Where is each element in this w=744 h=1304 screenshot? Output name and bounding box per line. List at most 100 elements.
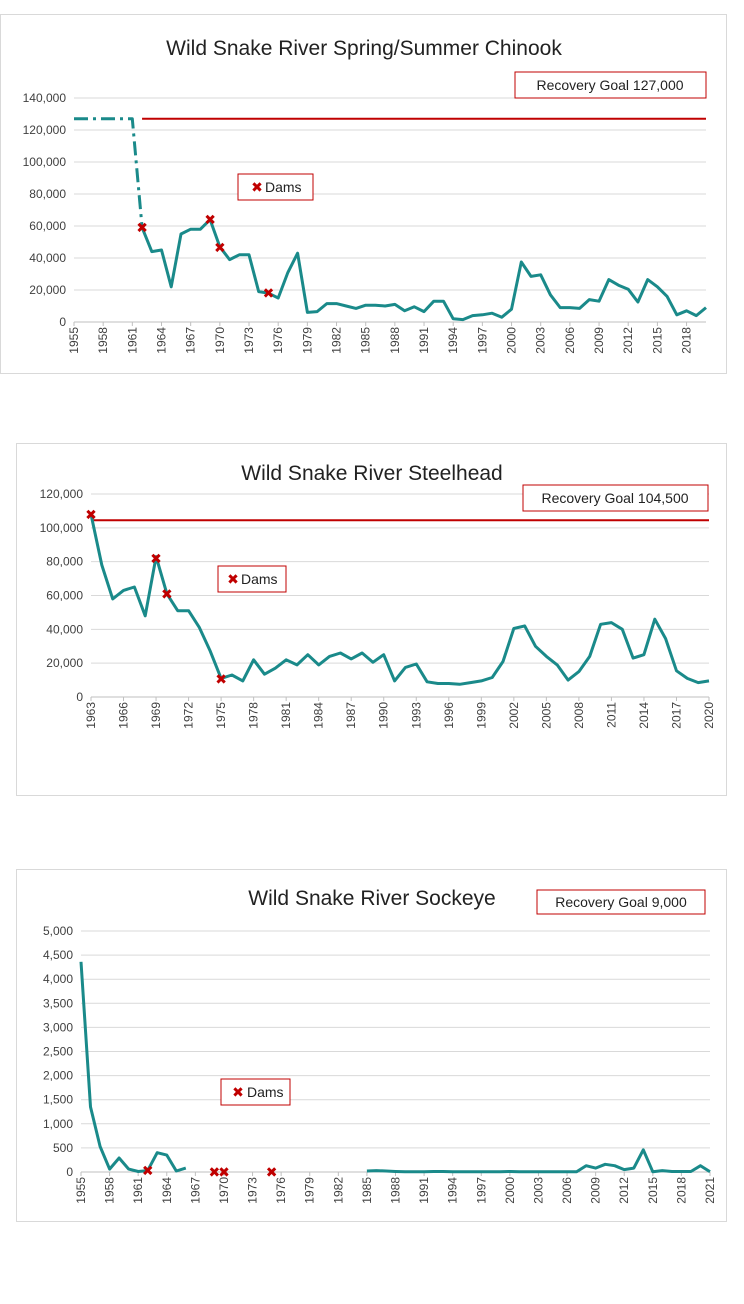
y-tick-label: 4,500 [43, 948, 73, 962]
x-tick-label: 2018 [674, 1177, 688, 1204]
dams-legend-marker: ✖ [251, 180, 263, 196]
dam-marker: ✖ [266, 1165, 278, 1181]
x-tick-label: 1963 [84, 702, 98, 729]
x-tick-label: 1970 [213, 327, 227, 354]
x-tick-label: 1990 [377, 702, 391, 729]
dams-legend-label: Dams [265, 179, 302, 195]
y-tick-label: 1,500 [43, 1093, 73, 1107]
goal-legend-label: Recovery Goal 127,000 [536, 77, 683, 93]
x-tick-label: 2015 [650, 327, 664, 354]
x-tick-label: 2021 [703, 1177, 717, 1204]
y-tick-label: 80,000 [29, 187, 66, 201]
series-line-segment [366, 1148, 711, 1174]
dams-legend-box [237, 173, 314, 201]
x-tick-label: 1978 [247, 702, 261, 729]
chinook-chart-panel: 0 20,000 40,000 60,000 80,000 100,000 120,000 1… [0, 14, 727, 374]
x-tick-label: 1964 [160, 1177, 174, 1204]
dams-legend-box [220, 1078, 291, 1106]
x-tick-label: 1979 [303, 1177, 317, 1204]
x-tick-label: 2015 [646, 1177, 660, 1204]
x-tick-label: 2017 [669, 702, 683, 729]
x-tick-label: 1982 [330, 327, 344, 354]
dam-marker: ✖ [215, 672, 227, 688]
chart-title: Wild Snake River Steelhead [241, 462, 502, 485]
x-tick-label: 1993 [409, 702, 423, 729]
dam-marker: ✖ [209, 1165, 221, 1181]
series-line [89, 513, 710, 686]
y-tick-label: 140,000 [23, 91, 67, 105]
y-tick-label: 0 [66, 1165, 73, 1179]
y-tick-label: 20,000 [29, 283, 66, 297]
x-tick-label: 1964 [155, 327, 169, 354]
dams-legend-label: Dams [241, 571, 278, 587]
x-tick-label: 2005 [539, 702, 553, 729]
x-tick-label: 1987 [344, 702, 358, 729]
x-tick-label: 2018 [680, 327, 694, 354]
y-tick-label: 60,000 [29, 219, 66, 233]
x-tick-label: 1991 [417, 327, 431, 354]
y-tick-label: 4,000 [43, 972, 73, 986]
x-tick-label: 1991 [417, 1177, 431, 1204]
x-tick-label: 1994 [446, 1177, 460, 1204]
x-tick-label: 1988 [388, 327, 402, 354]
x-tick-label: 1972 [182, 702, 196, 729]
goal-legend-box [522, 484, 709, 512]
x-tick-label: 1976 [271, 327, 285, 354]
dam-marker: ✖ [218, 1165, 230, 1181]
x-tick-label: 1967 [184, 327, 198, 354]
x-tick-label: 2008 [572, 702, 586, 729]
chart-title: Wild Snake River Sockeye [248, 887, 495, 910]
dams-legend-box [217, 565, 287, 593]
x-tick-label: 1969 [149, 702, 163, 729]
x-tick-label: 2000 [505, 327, 519, 354]
dams-legend-label: Dams [247, 1084, 284, 1100]
y-tick-label: 80,000 [46, 555, 83, 569]
dam-marker: ✖ [150, 551, 162, 567]
y-tick-label: 0 [59, 315, 66, 329]
dams-legend-marker: ✖ [232, 1085, 244, 1101]
y-tick-label: 2,500 [43, 1045, 73, 1059]
x-tick-label: 2006 [560, 1177, 574, 1204]
x-tick-label: 2002 [507, 702, 521, 729]
x-tick-label: 2009 [592, 327, 606, 354]
y-tick-label: 3,500 [43, 996, 73, 1010]
x-tick-label: 2009 [589, 1177, 603, 1204]
x-tick-label: 1976 [274, 1177, 288, 1204]
y-tick-label: 120,000 [23, 123, 67, 137]
series-line [140, 218, 707, 322]
x-tick-label: 1967 [188, 1177, 202, 1204]
y-tick-label: 120,000 [40, 487, 84, 501]
chinook-chart: 0 20,000 40,000 60,000 80,000 100,000 120,000 1… [23, 37, 707, 354]
chart-title: Wild Snake River Spring/Summer Chinook [166, 37, 562, 60]
y-tick-label: 500 [53, 1141, 73, 1155]
x-tick-label: 1996 [442, 702, 456, 729]
x-tick-label: 2000 [503, 1177, 517, 1204]
goal-legend-box [514, 71, 707, 99]
steelhead-chart: 020,00040,00060,00080,000100,000120,000 … [40, 462, 716, 729]
x-tick-label: 2003 [531, 1177, 545, 1204]
y-tick-label: 3,000 [43, 1020, 73, 1034]
x-tick-label: 2003 [534, 327, 548, 354]
y-tick-label: 1,000 [43, 1117, 73, 1131]
goal-legend-label: Recovery Goal 9,000 [555, 894, 687, 910]
x-tick-label: 2014 [637, 702, 651, 729]
x-tick-label: 1997 [474, 1177, 488, 1204]
x-tick-label: 1970 [217, 1177, 231, 1204]
x-tick-label: 1988 [389, 1177, 403, 1204]
goal-legend-box [536, 889, 706, 915]
goal-legend-label: Recovery Goal 104,500 [541, 490, 688, 506]
x-tick-label: 1958 [96, 327, 110, 354]
x-tick-label: 1961 [125, 327, 139, 354]
y-tick-label: 5,000 [43, 924, 73, 938]
x-tick-label: 1984 [312, 702, 326, 729]
steelhead-chart-panel: 0 20,000 40,000 60,000 80,000 100,000 120,000 … [16, 443, 727, 796]
x-tick-label: 1985 [359, 327, 373, 354]
x-tick-label: 1997 [475, 327, 489, 354]
x-tick-label: 2012 [621, 327, 635, 354]
y-tick-label: 0 [76, 690, 83, 704]
x-tick-label: 2011 [604, 702, 618, 728]
x-tick-label: 1975 [214, 702, 228, 729]
dam-marker: ✖ [161, 587, 173, 603]
dam-marker: ✖ [136, 221, 148, 237]
x-tick-label: 1979 [300, 327, 314, 354]
